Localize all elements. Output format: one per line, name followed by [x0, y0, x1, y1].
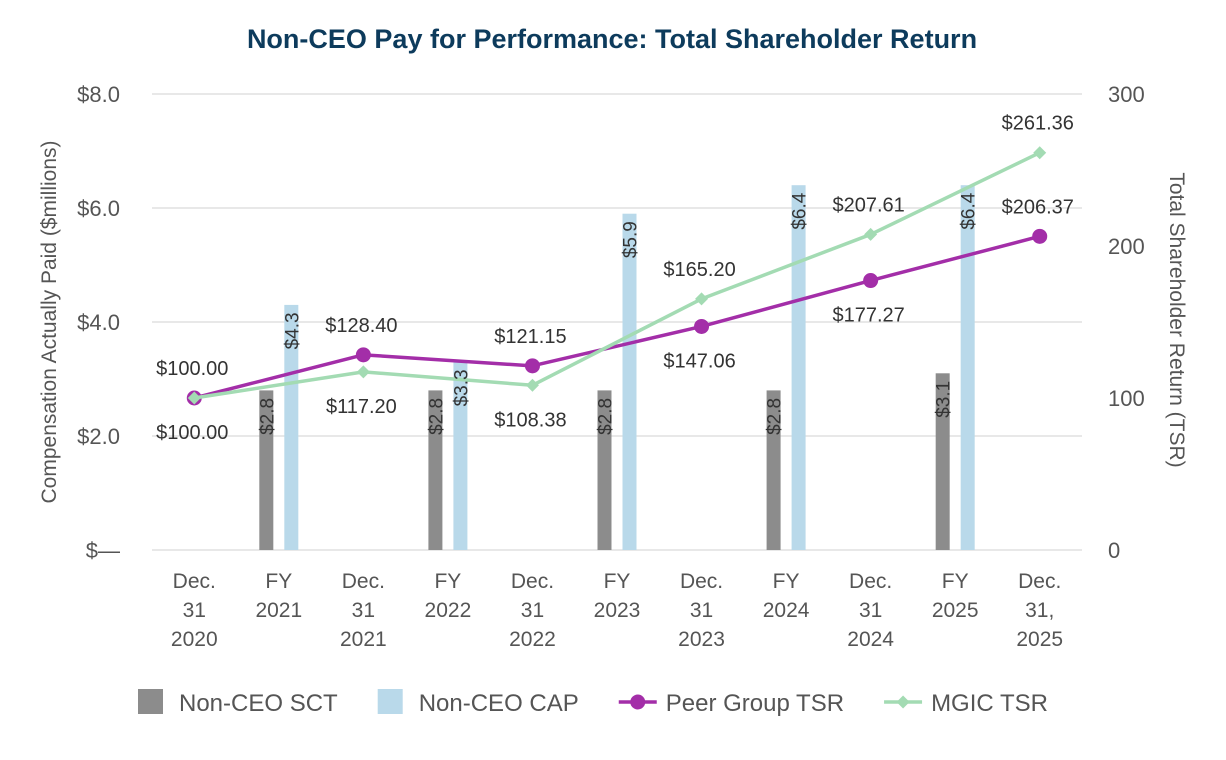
x-tick-label: Dec. 31 2020 [171, 570, 218, 651]
peer-tsr-marker [355, 347, 371, 363]
bar-data-label: $3.1 [934, 381, 955, 418]
line-layer [186, 146, 1048, 406]
peer-tsr-marker [694, 318, 710, 334]
bar-non-ceo-cap [284, 304, 299, 550]
line-data-label: $207.61 [832, 194, 904, 216]
x-tick-label: FY 2022 [425, 570, 472, 622]
bar-data-label: $6.4 [790, 192, 811, 229]
label-layer: $2.8 $2.8 $2.8 $2.8 $3.1 $4.3 $3.3 $5.9 $6.4 $6.4… [156, 113, 1074, 444]
x-tick-label: FY 2024 [763, 570, 810, 622]
x-tick-label: Dec. 31 2024 [847, 570, 894, 651]
peer-tsr-marker [1032, 228, 1048, 244]
legend: Non-CEO SCT Non-CEO CAP Peer Group TSR MGIC… [138, 689, 1048, 717]
bar-data-label: $4.3 [282, 312, 303, 349]
line-data-label: $147.06 [663, 350, 735, 372]
bar-data-label: $6.4 [959, 192, 980, 229]
line-data-label: $261.36 [1002, 113, 1074, 135]
bar-non-ceo-sct [935, 373, 950, 550]
legend-item: Non-CEO CAP [377, 689, 579, 717]
x-tick-label: Dec. 31 2023 [678, 570, 725, 651]
y-tick-label: $2.0 [77, 424, 120, 449]
bar-non-ceo-cap [791, 185, 806, 550]
legend-marker [630, 694, 646, 710]
bar-non-ceo-sct [597, 390, 612, 550]
y2-tick-label: 300 [1108, 82, 1145, 107]
mgic-tsr-marker [356, 365, 370, 379]
x-tick-label: Dec. 31 2021 [340, 570, 387, 651]
bar-non-ceo-sct [259, 390, 274, 550]
line-data-label: $100.00 [156, 358, 228, 380]
line-data-label: $100.00 [156, 422, 228, 444]
bar-non-ceo-cap [453, 361, 468, 550]
legend-item: MGIC TSR [884, 690, 1048, 717]
mgic-tsr-marker [864, 227, 878, 241]
line-data-label: $128.40 [325, 315, 397, 337]
legend-label: MGIC TSR [931, 690, 1048, 717]
bar-layer [259, 185, 975, 550]
bar-data-label: $2.8 [426, 398, 447, 435]
axis-layer: $— $2.0 $4.0 $6.0 $8.0 0 100 200 300 Dec. 31 2020 FY… [77, 82, 1145, 651]
legend-item: Peer Group TSR [618, 690, 844, 717]
bar-data-label: $2.8 [765, 398, 786, 435]
bar-data-label: $2.8 [596, 398, 617, 435]
legend-swatch [377, 689, 403, 714]
legend-label: Peer Group TSR [666, 690, 844, 717]
x-tick-label: Dec. 31 2022 [509, 570, 556, 651]
line-peer-group-tsr [193, 234, 1041, 400]
mgic-tsr-marker [695, 292, 709, 306]
y2-tick-label: 100 [1108, 386, 1145, 411]
mgic-tsr-marker [1033, 146, 1047, 160]
mgic-tsr-marker [187, 391, 201, 405]
y-axis-title: Compensation Actually Paid ($millions) [38, 141, 61, 504]
bar-non-ceo-sct [428, 390, 443, 550]
bar-non-ceo-cap [960, 185, 975, 550]
legend-label: Non-CEO SCT [179, 690, 338, 717]
y2-tick-label: 0 [1108, 538, 1120, 563]
bar-data-label: $2.8 [257, 398, 278, 435]
x-tick-label: FY 2023 [594, 570, 641, 622]
y2-tick-label: 200 [1108, 234, 1145, 259]
peer-tsr-marker [524, 358, 540, 374]
y2-axis-title: Total Shareholder Return (TSR) [1165, 172, 1188, 467]
legend-marker [896, 695, 910, 709]
legend-label: Non-CEO CAP [419, 690, 579, 717]
bar-data-label: $3.3 [451, 369, 472, 406]
x-tick-label: Dec. 31, 2025 [1016, 570, 1063, 651]
x-tick-label: FY 2025 [932, 570, 979, 622]
line-mgic-tsr [194, 151, 1041, 400]
line-data-label: $108.38 [494, 409, 566, 431]
y-tick-label: $8.0 [77, 82, 120, 107]
line-data-label: $121.15 [494, 326, 566, 348]
y-tick-label: $— [86, 538, 120, 563]
x-tick-label: FY 2021 [255, 570, 302, 622]
line-data-label: $117.20 [326, 396, 397, 418]
line-data-label: $177.27 [832, 305, 904, 327]
bar-data-label: $5.9 [621, 221, 642, 258]
legend-item: Non-CEO SCT [138, 689, 338, 717]
line-data-label: $165.20 [663, 259, 735, 281]
bar-non-ceo-cap [622, 213, 637, 550]
y-tick-label: $6.0 [77, 196, 120, 221]
legend-swatch [138, 689, 163, 714]
mgic-tsr-marker [525, 378, 539, 392]
y-tick-label: $4.0 [77, 310, 120, 335]
bar-non-ceo-sct [766, 390, 781, 550]
line-data-label: $206.37 [1002, 196, 1074, 218]
chart-title: Non-CEO Pay for Performance: Total Share… [247, 24, 977, 54]
peer-tsr-marker [863, 273, 879, 289]
